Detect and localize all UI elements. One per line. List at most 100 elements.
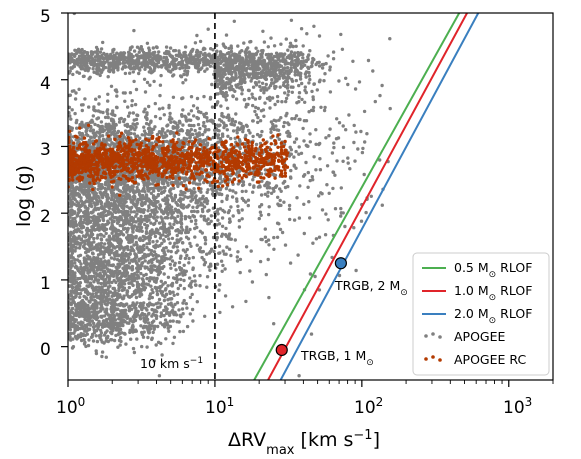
apogee-point	[175, 233, 179, 238]
apogee-point	[290, 59, 294, 63]
apogee-point	[237, 210, 241, 215]
apogee-point	[168, 130, 173, 135]
apogee-point	[307, 81, 311, 85]
apogee-point	[69, 192, 73, 196]
apogee-point	[104, 231, 108, 236]
apogee-point	[163, 185, 167, 190]
apogee-point	[173, 193, 178, 198]
apogee-point	[92, 236, 96, 241]
apogee-point	[100, 134, 105, 138]
apogee-point	[256, 115, 260, 120]
apogee-point	[225, 197, 229, 201]
apogee-point	[140, 63, 144, 68]
apogee-point	[260, 179, 264, 183]
apogee-point	[251, 178, 255, 182]
apogee-point	[219, 55, 224, 59]
apogee-point	[158, 116, 162, 121]
apogee-point	[236, 44, 240, 48]
apogee-point	[150, 208, 154, 213]
apogee-point	[164, 66, 168, 70]
apogee-point	[123, 209, 127, 214]
apogee-point	[73, 48, 77, 52]
apogee-point	[228, 188, 232, 192]
apogee-point	[193, 128, 197, 133]
apogee-point	[184, 58, 188, 62]
apogee-point	[76, 202, 80, 207]
apogee-point	[86, 68, 90, 72]
apogee-point	[147, 51, 151, 55]
apogee-point	[127, 261, 132, 265]
apogee-point	[216, 218, 220, 222]
apogee-point	[179, 237, 183, 241]
apogee-point	[137, 50, 141, 54]
apogee-point	[235, 170, 239, 175]
apogee-point	[74, 229, 78, 233]
apogee-point	[139, 214, 143, 219]
apogee-point	[97, 135, 102, 140]
apogee-point	[331, 57, 336, 61]
apogee-point	[148, 61, 152, 65]
apogee-point	[112, 130, 116, 134]
apogee-point	[165, 60, 169, 64]
apogee-point	[259, 61, 264, 65]
apogee-point	[224, 86, 228, 90]
apogee-point	[159, 131, 163, 135]
apogee-point	[165, 215, 169, 220]
apogee-point	[227, 118, 231, 122]
apogee-point	[131, 54, 135, 59]
apogee-point	[135, 212, 139, 216]
apogee-point	[198, 197, 202, 201]
apogee-point	[188, 136, 192, 140]
apogee-point	[207, 208, 211, 212]
apogee-point	[76, 211, 80, 215]
apogee-point	[274, 51, 279, 55]
apogee-point	[219, 68, 223, 73]
apogee-point	[182, 72, 186, 77]
apogee-point	[111, 48, 115, 52]
apogee-point	[108, 143, 112, 148]
apogee-point	[293, 58, 298, 63]
apogee-point	[127, 234, 132, 238]
apogee-point	[161, 220, 165, 224]
apogee-point	[140, 48, 144, 52]
apogee-point	[145, 226, 149, 230]
apogee-point	[223, 45, 228, 50]
apogee-point	[110, 55, 114, 59]
apogee-point	[111, 109, 115, 113]
apogee-point	[246, 46, 250, 50]
apogee-point	[258, 56, 262, 61]
apogee-point	[188, 295, 193, 300]
apogee-point	[123, 129, 128, 133]
apogee-point	[122, 117, 127, 122]
apogee-point	[146, 209, 150, 213]
apogee-point	[73, 191, 77, 195]
apogee-point	[198, 126, 202, 131]
apogee-point	[183, 45, 188, 49]
apogee-point	[244, 133, 248, 138]
apogee-point	[246, 61, 250, 65]
apogee-point	[181, 248, 186, 252]
apogee-point	[163, 179, 168, 183]
apogee-point	[202, 120, 206, 125]
apogee-point	[254, 82, 258, 86]
apogee-point	[241, 58, 245, 62]
apogee-point	[130, 103, 134, 108]
apogee-point	[250, 92, 254, 96]
apogee-point	[120, 205, 124, 210]
apogee-point	[225, 51, 230, 56]
apogee-point	[134, 261, 139, 265]
apogee-point	[189, 127, 193, 132]
apogee-point	[219, 104, 223, 108]
apogee-point	[89, 52, 94, 57]
apogee-point	[284, 99, 288, 104]
apogee-point	[173, 216, 177, 221]
apogee-point	[234, 73, 238, 78]
apogee-point	[242, 77, 246, 82]
apogee-point	[169, 249, 173, 254]
apogee-point	[244, 105, 248, 109]
apogee-point	[93, 122, 97, 127]
apogee-point	[96, 54, 100, 58]
apogee-point	[135, 113, 139, 117]
apogee-point	[125, 204, 129, 209]
apogee-point	[301, 56, 305, 60]
